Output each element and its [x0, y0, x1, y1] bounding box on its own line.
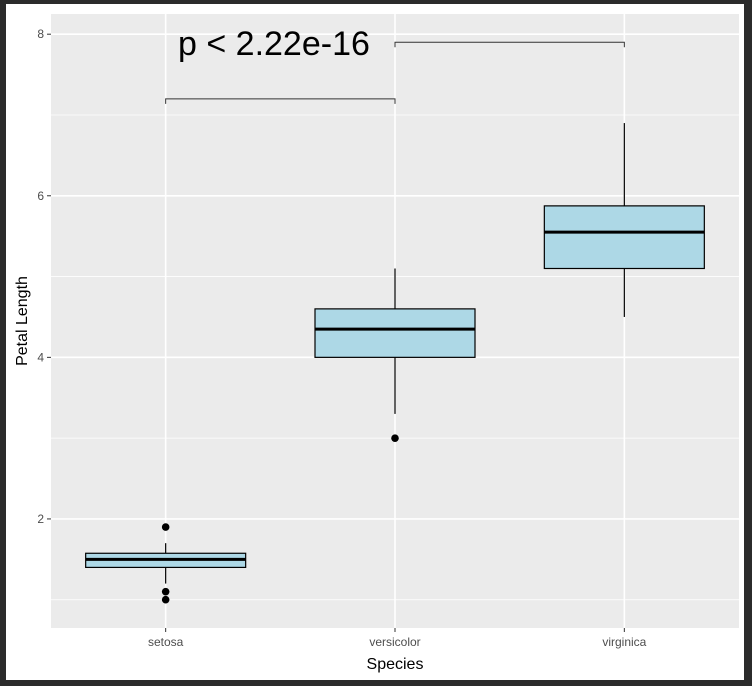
- x-axis-title: Species: [367, 656, 424, 673]
- outlier-point: [161, 587, 170, 596]
- outlier-point: [161, 595, 170, 604]
- box-versicolor: [314, 268, 476, 442]
- y-tick-label: 6: [37, 189, 44, 203]
- p-value-annotation: p < 2.22e-16: [178, 25, 370, 63]
- comparison-bracket: [394, 41, 625, 48]
- x-axis: setosa versicolor virginica: [148, 628, 647, 649]
- y-tick-label: 2: [37, 512, 44, 526]
- outlier-point: [161, 523, 170, 531]
- x-tick-label: virginica: [602, 635, 646, 649]
- iqr-box: [543, 205, 705, 270]
- y-axis-title: Petal Length: [14, 276, 31, 366]
- y-tick-label: 4: [37, 350, 44, 364]
- box-series: [85, 123, 705, 604]
- y-tick-label: 8: [37, 27, 44, 41]
- iqr-box: [314, 308, 476, 358]
- outlier-point: [391, 434, 399, 442]
- x-tick-label: versicolor: [369, 635, 420, 649]
- y-axis: 2 4 6 8: [37, 27, 51, 526]
- x-tick-label: setosa: [148, 635, 184, 649]
- box-virginica: [543, 123, 705, 317]
- box-setosa: [85, 523, 247, 604]
- plot-frame: 2 4 6 8 setosa versicolor virginica p < 2.22e…: [6, 4, 744, 680]
- comparison-brackets: [165, 41, 625, 104]
- boxplot-chart: 2 4 6 8 setosa versicolor virginica p < 2.22e…: [14, 14, 739, 673]
- comparison-bracket: [165, 98, 396, 104]
